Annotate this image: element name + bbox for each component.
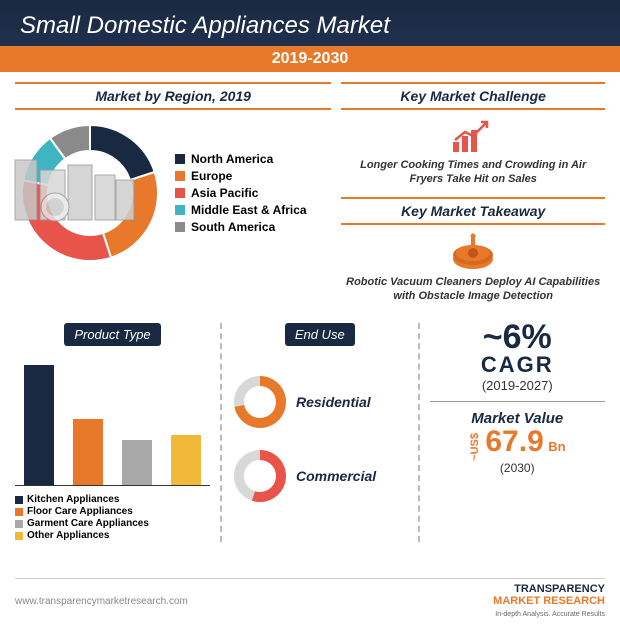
legend-item: North America xyxy=(175,152,307,166)
bar xyxy=(122,440,152,486)
main-title: Small Domestic Appliances Market xyxy=(20,12,600,40)
enduse-item: Residential xyxy=(232,374,408,430)
product-section: Product Type Kitchen AppliancesFloor Car… xyxy=(15,323,210,542)
mv-value: 67.9 xyxy=(485,425,543,458)
enduse-section: End Use Residential Commercial xyxy=(220,323,420,542)
legend-label: Garment Care Appliances xyxy=(27,518,149,529)
insights-section: Key Market Challenge Longer Cooking Time… xyxy=(341,82,605,313)
product-bar-chart xyxy=(15,356,210,486)
legend-label: Middle East & Africa xyxy=(191,203,307,217)
challenge-box: Key Market Challenge Longer Cooking Time… xyxy=(341,82,605,187)
legend-swatch xyxy=(175,222,185,232)
stats-section: ~6% CAGR (2019-2027) Market Value ~US$ 6… xyxy=(430,323,606,542)
legend-label: Europe xyxy=(191,169,232,183)
logo-line1: TRANSPARENCY xyxy=(514,583,605,595)
mv-row: ~US$ 67.9 Bn xyxy=(430,427,606,461)
enduse-list: Residential Commercial xyxy=(232,374,408,504)
region-legend: North America Europe Asia Pacific Middle Ea… xyxy=(175,149,307,237)
footer: www.transparencymarketresearch.com TRANS… xyxy=(15,578,605,619)
lower-content: Product Type Kitchen AppliancesFloor Car… xyxy=(0,323,620,542)
stats-divider xyxy=(430,401,606,402)
logo-tagline: In-depth Analysis. Accurate Results xyxy=(495,611,605,618)
challenge-text: Longer Cooking Times and Crowding in Air… xyxy=(341,158,605,187)
legend-item: Garment Care Appliances xyxy=(15,518,210,529)
legend-swatch xyxy=(175,171,185,181)
legend-item: Kitchen Appliances xyxy=(15,494,210,505)
legend-swatch xyxy=(15,496,23,504)
legend-item: Asia Pacific xyxy=(175,186,307,200)
takeaway-box: Key Market Takeaway Robotic Vacuum Clean… xyxy=(341,197,605,304)
legend-label: South America xyxy=(191,220,275,234)
header: Small Domestic Appliances Market 2019-20… xyxy=(0,0,620,72)
legend-swatch xyxy=(15,532,23,540)
cagr-value: ~6% xyxy=(430,323,606,352)
legend-label: Kitchen Appliances xyxy=(27,494,119,505)
bar xyxy=(73,419,103,485)
legend-swatch xyxy=(175,154,185,164)
challenge-title: Key Market Challenge xyxy=(341,82,605,110)
logo-line2: MARKET RESEARCH xyxy=(493,595,605,607)
footer-url: www.transparencymarketresearch.com xyxy=(15,596,188,607)
enduse-item: Commercial xyxy=(232,448,408,504)
legend-item: Europe xyxy=(175,169,307,183)
bar xyxy=(171,435,201,485)
mv-year: (2030) xyxy=(430,461,606,475)
legend-label: Floor Care Appliances xyxy=(27,506,133,517)
bar xyxy=(24,365,54,485)
legend-item: Middle East & Africa xyxy=(175,203,307,217)
cagr-period: (2019-2027) xyxy=(430,378,606,393)
product-legend: Kitchen AppliancesFloor Care AppliancesG… xyxy=(15,494,210,541)
enduse-title: End Use xyxy=(285,323,355,346)
legend-swatch xyxy=(175,205,185,215)
cagr-label: CAGR xyxy=(430,352,606,378)
enduse-ring xyxy=(232,374,288,430)
legend-item: Floor Care Appliances xyxy=(15,506,210,517)
legend-label: Other Appliances xyxy=(27,530,109,541)
legend-label: Asia Pacific xyxy=(191,186,258,200)
legend-item: South America xyxy=(175,220,307,234)
footer-logo: TRANSPARENCY MARKET RESEARCH In-depth An… xyxy=(493,583,605,619)
enduse-label: Commercial xyxy=(296,468,376,484)
appliances-illustration xyxy=(10,145,140,230)
enduse-label: Residential xyxy=(296,394,371,410)
mv-unit: Bn xyxy=(548,439,565,454)
legend-item: Other Appliances xyxy=(15,530,210,541)
takeaway-title: Key Market Takeaway xyxy=(341,197,605,225)
legend-swatch xyxy=(15,520,23,528)
legend-swatch xyxy=(175,188,185,198)
region-title: Market by Region, 2019 xyxy=(15,82,331,110)
legend-swatch xyxy=(15,508,23,516)
mv-prefix: ~US$ xyxy=(469,433,481,461)
period-subtitle: 2019-2030 xyxy=(0,46,620,72)
robot-vacuum-icon xyxy=(341,233,605,271)
product-title: Product Type xyxy=(64,323,160,346)
takeaway-text: Robotic Vacuum Cleaners Deploy AI Capabi… xyxy=(341,275,605,304)
legend-label: North America xyxy=(191,152,273,166)
growth-chart-icon xyxy=(341,118,605,154)
enduse-ring xyxy=(232,448,288,504)
